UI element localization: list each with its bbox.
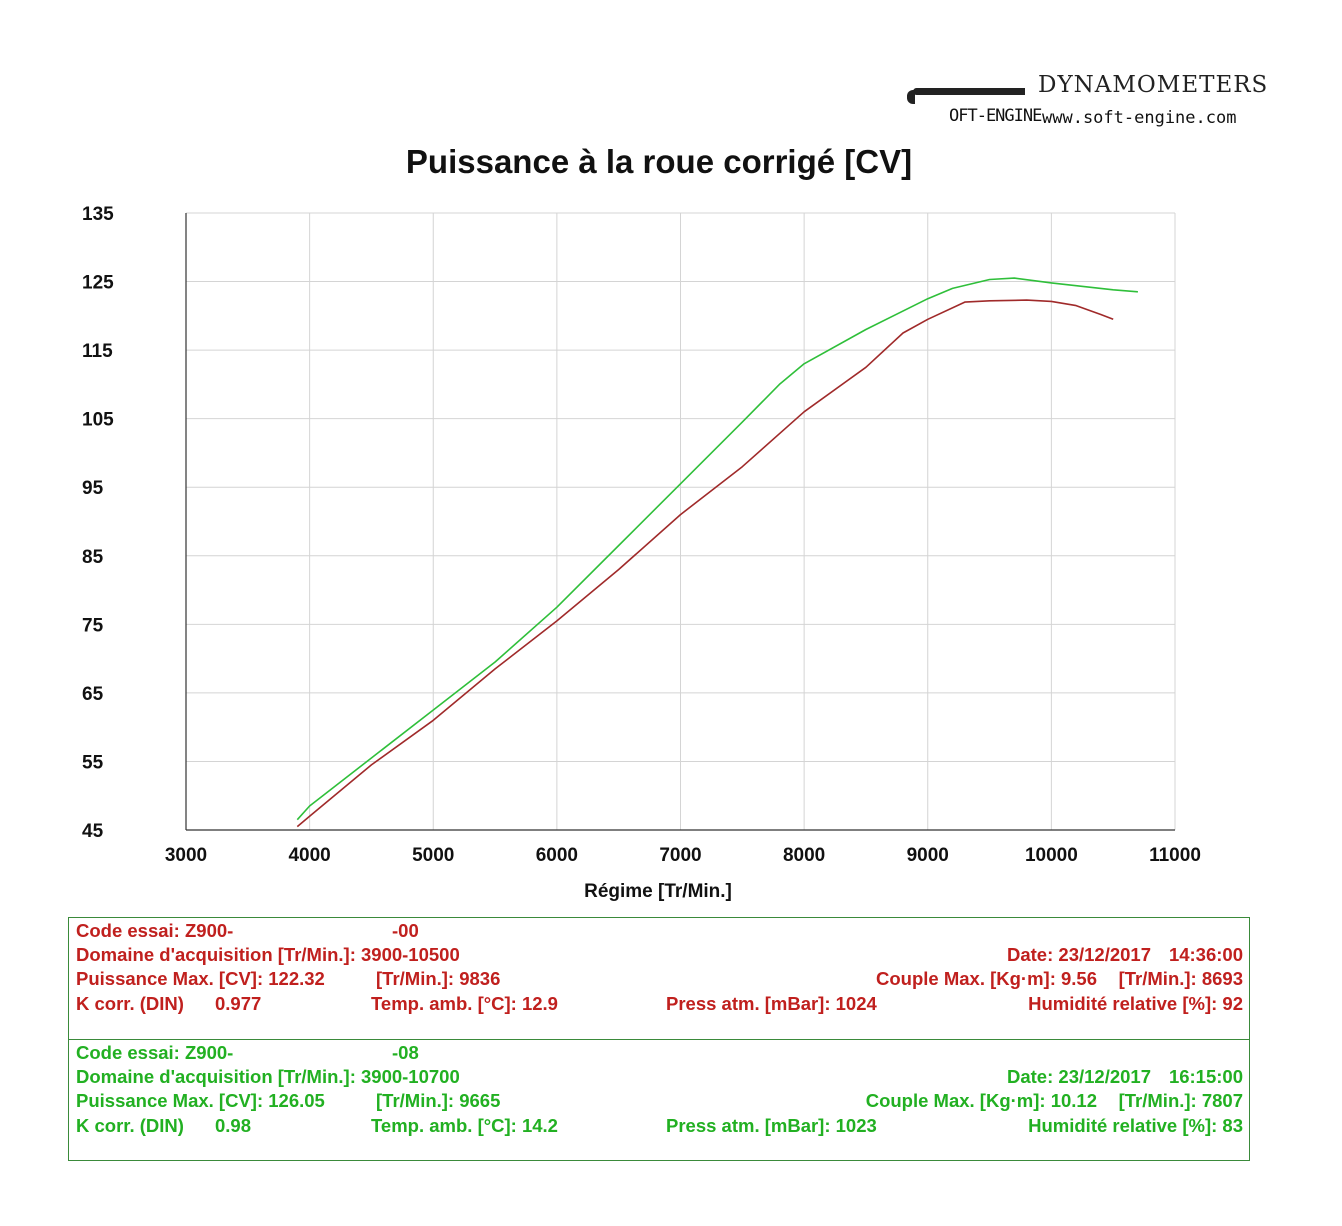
logo-bar [913,88,1025,95]
info1-code: Code essai: Z900- [76,920,234,941]
info1-humid: Humidité relative [%]: 92 [1028,993,1243,1014]
x-tick-labels: 3000 4000 5000 6000 7000 8000 9000 10000 11000 [165,845,1201,866]
chart-axes [185,213,1175,831]
power-chart: 45 55 65 75 85 95 105 115 125 135 3000 4000 5000 600… [82,204,1201,902]
x-axis-label: Régime [Tr/Min.] [584,881,732,902]
info1-code-suffix: -00 [392,920,419,941]
y-tick-label: 105 [82,410,114,431]
y-tick-label: 45 [82,821,104,842]
info1-kcorr-value: 0.977 [215,993,262,1014]
y-tick-label: 135 [82,204,114,225]
series-line-1 [296,299,1114,828]
x-tick-label: 6000 [536,845,578,866]
info1-row1: Code essai: Z900- -00 [69,920,1249,944]
info2-couple: Couple Max. [Kg·m]: 10.12 [865,1090,1097,1111]
info2-row4: K corr. (DIN) 0.98 Temp. amb. [°C]: 14.2… [69,1115,1249,1139]
x-tick-label: 5000 [412,845,454,866]
y-tick-label: 95 [82,478,104,499]
y-tick-label: 115 [82,341,113,362]
x-tick-label: 3000 [165,845,207,866]
info2-puissance-rpm: [Tr/Min.]: 9665 [376,1090,501,1111]
y-tick-label: 125 [82,273,114,294]
logo-soft-engine: OFT-ENGINE [949,106,1042,126]
info2-temp: Temp. amb. [°C]: 14.2 [371,1115,558,1136]
info1-row2: Domaine d'acquisition [Tr/Min.]: 3900-10… [69,944,1249,968]
y-tick-labels: 45 55 65 75 85 95 105 115 125 135 [82,204,114,842]
chart-lines [296,277,1138,828]
info1-date: Date: 23/12/2017 [1007,944,1151,965]
brand-logo: DYNAMOMETERS OFT-ENGINE www.soft-engine.… [905,66,1285,136]
logo-swoosh [907,90,915,104]
test-info-1: Code essai: Z900- -00 Domaine d'acquisit… [68,917,1250,1039]
y-tick-label: 65 [82,684,104,705]
info1-domaine: Domaine d'acquisition [Tr/Min.]: 3900-10… [76,944,460,965]
info1-temp: Temp. amb. [°C]: 12.9 [371,993,558,1014]
x-tick-label: 11000 [1149,845,1201,866]
info2-couple-rpm: [Tr/Min.]: 7807 [1118,1090,1243,1111]
info2-puissance: Puissance Max. [CV]: 126.05 [76,1090,325,1111]
test-info-2: Code essai: Z900- -08 Domaine d'acquisit… [68,1039,1250,1161]
info1-press: Press atm. [mBar]: 1024 [666,993,877,1014]
info1-puissance: Puissance Max. [CV]: 122.32 [76,968,325,989]
info1-couple: Couple Max. [Kg·m]: 9.56 [876,968,1097,989]
info1-row3: Puissance Max. [CV]: 122.32 [Tr/Min.]: 9… [69,968,1249,992]
y-tick-label: 75 [82,615,104,636]
info1-kcorr: K corr. (DIN) [76,993,184,1014]
logo-url: www.soft-engine.com [1042,108,1237,128]
logo-brand: DYNAMOMETERS [1038,72,1269,98]
info1-puissance-rpm: [Tr/Min.]: 9836 [376,968,501,989]
info2-row1: Code essai: Z900- -08 [69,1042,1249,1066]
series-line-2 [296,277,1138,821]
info1-time: 14:36:00 [1168,944,1243,965]
info2-code: Code essai: Z900- [76,1042,234,1063]
y-tick-label: 85 [82,547,104,568]
x-tick-label: 10000 [1025,845,1078,866]
info2-code-suffix: -08 [392,1042,419,1063]
x-tick-label: 7000 [659,845,701,866]
chart-title: Puissance à la roue corrigé [CV] [405,143,913,180]
x-tick-label: 8000 [783,845,825,866]
info2-date: Date: 23/12/2017 [1007,1066,1151,1087]
info2-row2: Domaine d'acquisition [Tr/Min.]: 3900-10… [69,1066,1249,1090]
info2-kcorr: K corr. (DIN) [76,1115,184,1136]
x-tick-label: 9000 [907,845,949,866]
y-tick-label: 55 [82,752,104,773]
info1-couple-rpm: [Tr/Min.]: 8693 [1118,968,1243,989]
x-tick-label: 4000 [288,845,330,866]
info2-press: Press atm. [mBar]: 1023 [666,1115,877,1136]
info2-humid: Humidité relative [%]: 83 [1028,1115,1243,1136]
info1-row4: K corr. (DIN) 0.977 Temp. amb. [°C]: 12.… [69,993,1249,1017]
info2-kcorr-value: 0.98 [215,1115,252,1136]
info2-row3: Puissance Max. [CV]: 126.05 [Tr/Min.]: 9… [69,1090,1249,1114]
chart-grid [186,212,1176,830]
info2-time: 16:15:00 [1168,1066,1243,1087]
info2-domaine: Domaine d'acquisition [Tr/Min.]: 3900-10… [76,1066,460,1087]
